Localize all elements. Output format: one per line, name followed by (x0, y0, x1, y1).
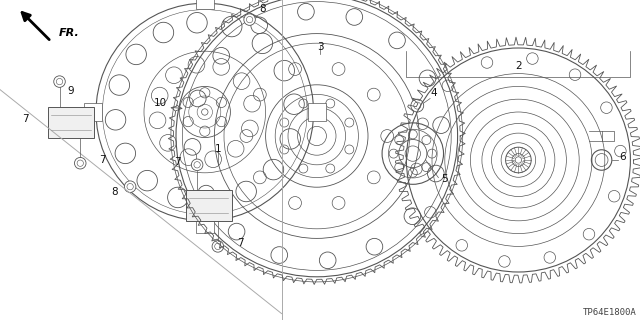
Text: 7: 7 (99, 155, 106, 165)
FancyBboxPatch shape (84, 103, 102, 121)
Text: 9: 9 (68, 86, 74, 96)
Ellipse shape (411, 99, 424, 112)
Ellipse shape (212, 241, 223, 252)
Text: 7: 7 (237, 238, 244, 248)
Text: 1: 1 (214, 144, 221, 154)
Ellipse shape (54, 76, 65, 87)
Text: TP64E1800A: TP64E1800A (583, 308, 637, 317)
Ellipse shape (194, 162, 200, 168)
FancyBboxPatch shape (196, 215, 214, 233)
Ellipse shape (414, 102, 421, 109)
Ellipse shape (77, 160, 83, 166)
Text: 6: 6 (620, 152, 626, 162)
Text: 5: 5 (442, 174, 448, 184)
Text: 7: 7 (22, 115, 29, 124)
Bar (48, 107, 94, 138)
Ellipse shape (74, 157, 86, 169)
Text: 7: 7 (175, 157, 181, 167)
Text: 2: 2 (515, 61, 522, 71)
Text: 8: 8 (111, 187, 118, 197)
Text: 3: 3 (317, 42, 323, 52)
Ellipse shape (191, 159, 203, 171)
Text: FR.: FR. (59, 28, 79, 38)
Text: 10: 10 (154, 98, 166, 108)
FancyBboxPatch shape (196, 0, 214, 9)
Ellipse shape (127, 183, 133, 190)
Text: 8: 8 (259, 4, 266, 14)
Ellipse shape (56, 78, 63, 85)
Text: 4: 4 (430, 88, 436, 98)
Ellipse shape (124, 181, 136, 192)
Ellipse shape (214, 243, 221, 250)
Ellipse shape (244, 14, 255, 25)
FancyBboxPatch shape (308, 103, 326, 121)
Ellipse shape (246, 16, 253, 23)
Bar (186, 190, 232, 221)
